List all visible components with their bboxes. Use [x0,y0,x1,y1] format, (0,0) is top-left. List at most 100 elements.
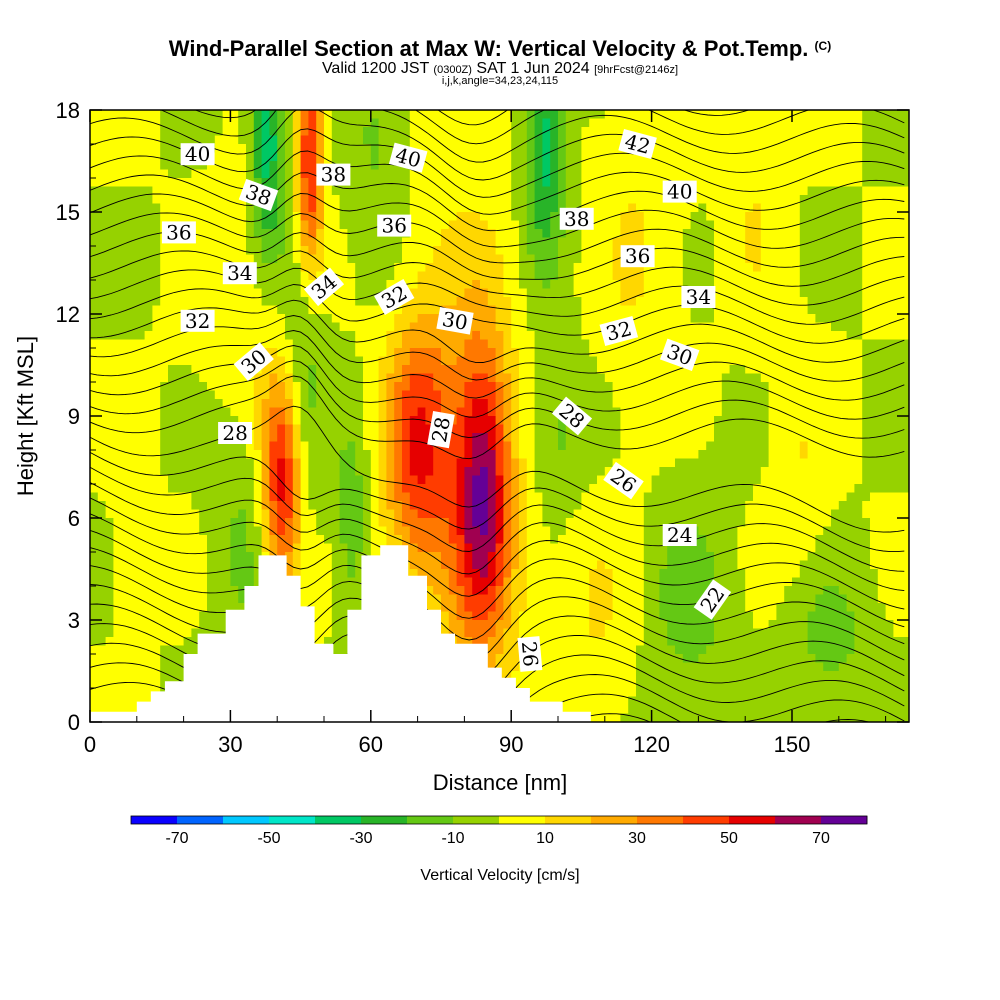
w-field-cell [207,246,216,256]
w-field-cell [760,322,770,332]
w-field-cell [823,322,832,332]
w-field-cell [550,492,559,502]
w-field-cell [721,254,731,264]
w-field-cell [776,186,785,196]
w-field-cell [690,373,699,383]
w-field-cell [183,127,192,137]
w-field-cell [121,169,130,179]
w-field-cell [316,458,325,468]
w-field-cell [526,356,536,366]
w-field-cell [706,263,715,273]
w-field-cell [604,399,614,409]
w-field-cell [425,237,434,247]
w-field-cell [807,246,816,256]
w-field-cell [885,178,894,188]
w-field-cell [261,467,270,477]
w-field-cell [792,169,801,179]
w-field-cell [394,458,403,468]
w-field-cell [222,127,231,137]
w-field-cell [776,229,785,239]
w-field-cell [152,212,161,222]
w-field-cell [261,458,270,468]
w-field-cell [877,450,887,460]
w-field-cell [846,220,855,230]
w-field-cell [129,195,138,205]
w-field-cell [534,407,543,417]
w-field-cell [214,365,224,375]
w-field-cell [792,356,801,366]
w-field-cell [386,314,395,324]
w-field-cell [792,484,801,494]
w-field-cell [792,161,801,171]
w-field-cell [698,399,707,409]
w-field-cell [308,178,317,188]
w-field-cell [901,458,909,468]
w-field-cell [643,501,653,511]
w-field-cell [877,399,887,409]
w-field-cell [815,450,824,460]
w-field-cell [230,246,239,256]
w-field-cell [480,297,489,307]
w-field-cell [175,178,185,188]
w-field-cell [105,467,114,477]
w-field-cell [105,373,114,383]
w-field-cell [784,127,793,137]
w-field-cell [823,331,832,341]
w-field-cell [745,424,754,434]
w-field-cell [675,331,684,341]
w-field-cell [870,178,879,188]
w-field-cell [136,297,146,307]
w-field-cell [659,246,668,256]
w-field-cell [534,280,543,290]
w-field-cell [721,407,731,417]
w-field-cell [815,492,824,502]
w-field-cell [277,229,286,239]
w-field-cell [487,152,497,162]
w-field-cell [292,297,302,307]
w-field-cell [846,254,855,264]
w-field-cell [846,288,855,298]
w-field-cell [339,475,348,485]
w-field-cell [901,144,909,154]
w-field-cell [363,407,372,417]
w-field-cell [823,288,832,298]
w-field-cell [207,390,216,400]
w-field-cell [121,314,130,324]
w-field-cell [433,271,442,281]
w-field-cell [363,305,372,315]
w-field-cell [799,195,809,205]
w-field-cell [675,212,684,222]
w-field-cell [136,450,146,460]
w-field-cell [768,467,777,477]
w-field-cell [316,484,325,494]
w-field-cell [222,331,231,341]
w-field-cell [807,144,816,154]
w-field-cell [425,441,434,451]
w-field-cell [721,297,731,307]
w-field-cell [815,127,824,137]
w-field-cell [589,348,598,358]
w-field-cell [519,407,528,417]
w-field-cell [300,118,309,128]
w-field-cell [667,127,676,137]
w-field-cell [378,441,387,451]
w-field-cell [191,467,200,477]
w-field-cell [222,509,231,519]
w-field-cell [214,416,224,426]
w-field-cell [402,135,411,145]
w-field-cell [152,450,161,460]
w-field-cell [636,263,645,273]
w-field-cell [799,246,809,256]
w-field-cell [433,450,442,460]
w-field-cell [854,373,863,383]
w-field-cell [261,212,270,222]
w-field-cell [175,127,185,137]
w-field-cell [558,229,567,239]
w-field-cell [269,373,278,383]
w-field-cell [90,169,99,179]
w-field-cell [277,382,286,392]
w-field-cell [659,161,668,171]
w-field-cell [862,161,871,171]
w-field-cell [550,203,559,213]
w-field-cell [870,373,879,383]
